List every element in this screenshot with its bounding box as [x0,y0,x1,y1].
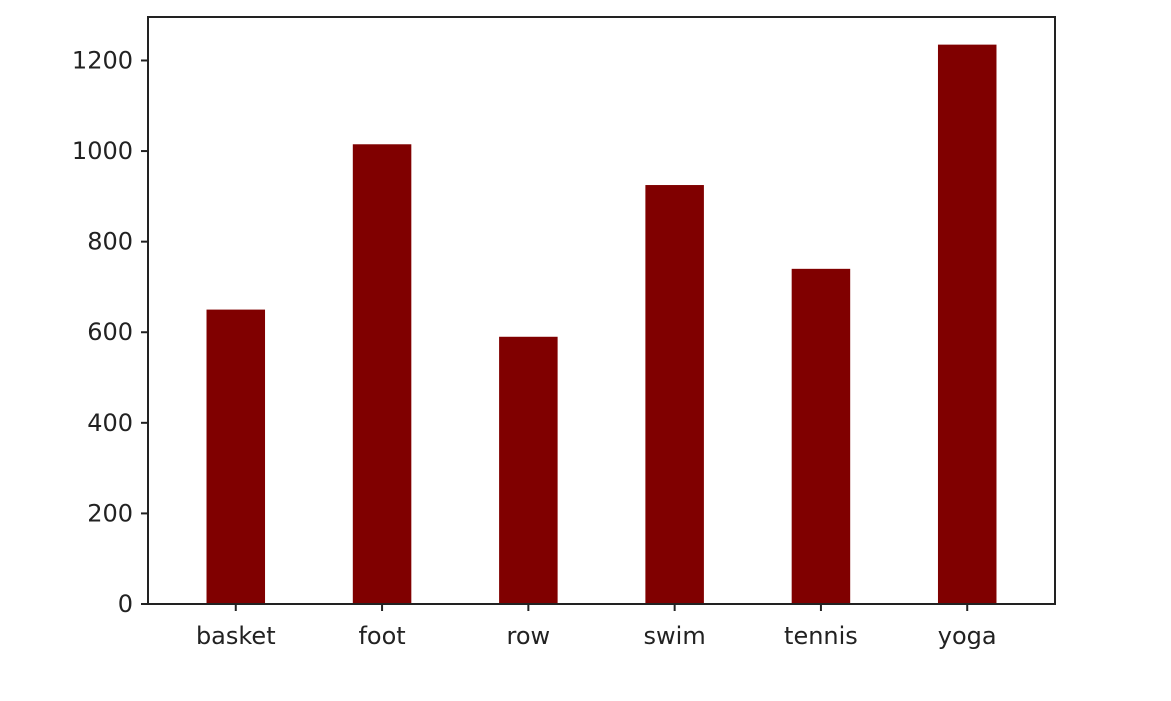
bar-tennis [791,268,851,604]
y-tick-label: 200 [87,499,133,527]
y-tick-label: 1000 [72,137,133,165]
y-axis: 0 200 400 600 800 1000 1200 [72,46,148,618]
bar-swim [645,185,704,604]
x-tick-label-swim: swim [644,622,706,650]
y-tick-label: 600 [87,318,133,346]
y-tick-label: 400 [87,409,133,437]
y-tick-label: 0 [118,590,133,618]
bar-yoga [937,44,997,605]
x-tick-label-yoga: yoga [938,622,997,650]
x-tick-label-basket: basket [196,622,276,650]
x-tick-label-tennis: tennis [784,622,858,650]
bar-foot [352,144,412,604]
x-tick-label-foot: foot [358,622,405,650]
plot-frame [147,16,1056,605]
bars-group [206,44,997,605]
bar-basket [206,309,266,604]
y-tick-label: 1200 [72,46,133,74]
x-axis: basket foot row swim tennis yoga [196,604,997,650]
bar-row [499,336,558,604]
x-tick-label-row: row [507,622,551,650]
y-tick-label: 800 [87,228,133,256]
